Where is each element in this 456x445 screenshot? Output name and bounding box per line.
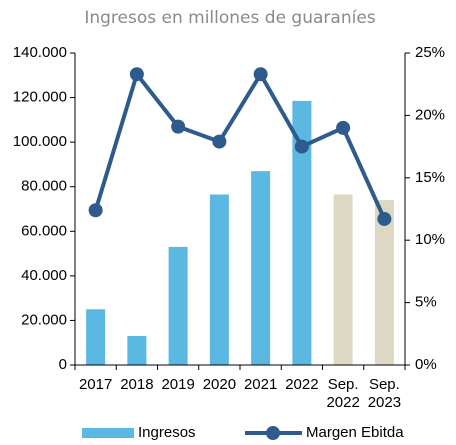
x-tick-label-line: 2023 [368,394,401,411]
bar [209,194,229,365]
y-tick-label: 140.000 [13,44,67,61]
line-marker [212,134,227,149]
x-tick-label: 2022 [285,376,318,393]
x-tick-label: 2020 [203,376,236,393]
bar [168,246,188,365]
x-tick-label: 2018 [120,376,153,393]
x-tick-label: 2021 [244,376,277,393]
line [93,72,387,220]
bar [333,194,353,365]
legend-marker [266,426,280,440]
x-tick-label: Sep. 2023 [368,376,401,411]
line-marker [253,67,268,82]
x-tick-label-line: Sep. [328,376,359,393]
bar [292,100,312,366]
line-marker [171,119,186,134]
legend-swatch [82,428,134,438]
bar [127,336,147,365]
x-tick-label-line: 2022 [326,394,359,411]
legend-label: Margen Ebitda [306,424,404,441]
y2-tick-label: 5% [415,294,437,311]
y-tick-label: 0 [59,356,67,373]
y-tick-label: 120.000 [13,89,67,106]
bar [86,309,106,365]
y2-tick-label: 20% [415,106,445,123]
chart-title: Ingresos en millones de guaraníes [84,8,375,28]
y-tick-label: 60.000 [21,222,67,239]
y-tick-label: 20.000 [21,311,67,328]
x-tick-label-line: Sep. [369,376,400,393]
y-tick-label: 80.000 [21,178,67,195]
y2-tick-label: 10% [415,231,445,248]
line-marker [336,120,351,135]
x-tick-label: Sep. 2022 [326,376,359,411]
line-marker [129,67,144,82]
line-marker [294,139,309,154]
line-marker [377,211,392,226]
line-marker [88,203,103,218]
y2-tick-label: 0% [415,356,437,373]
x-tick-label: 2017 [79,376,112,393]
bar [251,171,271,365]
legend-label: Ingresos [138,424,196,441]
bar [374,200,394,365]
x-tick-label: 2019 [161,376,194,393]
y-tick-label: 100.000 [13,133,67,150]
y2-tick-label: 25% [415,44,445,61]
y2-tick-label: 15% [415,169,445,186]
y-tick-label: 40.000 [21,267,67,284]
